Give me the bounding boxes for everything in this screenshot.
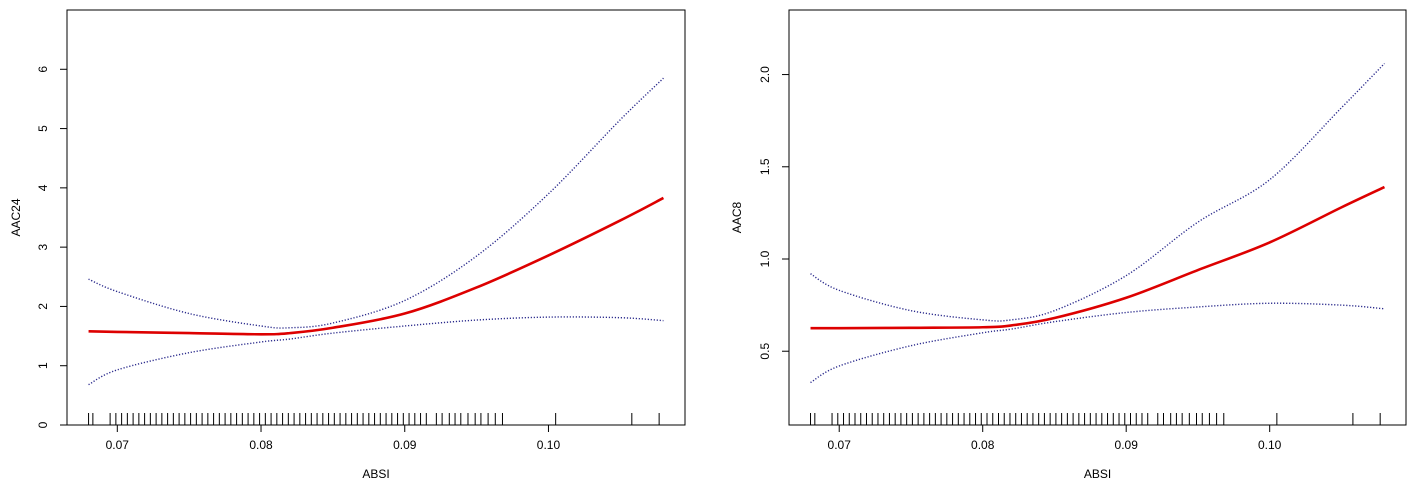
- y-tick-label: 2: [36, 303, 50, 310]
- y-tick-label: 5: [36, 125, 50, 132]
- x-tick-label: 0.07: [106, 438, 130, 452]
- x-axis-title: ABSI: [1084, 467, 1111, 481]
- plot-frame: [788, 9, 1407, 426]
- series-lower-ci: [810, 302, 1385, 384]
- series-lower-ci: [88, 316, 664, 386]
- series-upper-ci: [810, 63, 1385, 322]
- x-tick-label: 0.07: [828, 438, 852, 452]
- x-tick-label: 0.10: [1258, 438, 1282, 452]
- y-tick-label: 1.5: [758, 158, 772, 175]
- y-axis-title: AAC24: [9, 198, 23, 236]
- y-tick-label: 1.0: [758, 250, 772, 267]
- series-fit: [88, 196, 665, 336]
- x-tick-label: 0.08: [249, 438, 273, 452]
- x-axis-title: ABSI: [362, 467, 389, 481]
- series-fit: [810, 185, 1386, 330]
- x-tick-label: 0.09: [1115, 438, 1139, 452]
- y-axis-title: AAC8: [730, 202, 744, 234]
- y-tick-label: 3: [36, 243, 50, 250]
- y-tick-label: 0.5: [758, 343, 772, 360]
- y-tick-label: 4: [36, 184, 50, 191]
- y-tick-label: 0: [36, 421, 50, 428]
- x-tick-label: 0.08: [971, 438, 995, 452]
- chart-panel-aac24: 0.07 0.08 0.09 0.10 0 1 2 3 4 5 6 ABSI AAC24: [9, 9, 686, 481]
- x-tick-label: 0.10: [537, 438, 561, 452]
- chart-panel-aac8: 0.07 0.08 0.09 0.10 0.5 1.0 1.5 2.0 ABSI AAC8: [730, 9, 1407, 481]
- y-tick-label: 2.0: [758, 66, 772, 83]
- plot-frame: [66, 9, 686, 426]
- y-tick-label: 1: [36, 362, 50, 369]
- x-tick-label: 0.09: [393, 438, 417, 452]
- y-tick-label: 6: [36, 66, 50, 73]
